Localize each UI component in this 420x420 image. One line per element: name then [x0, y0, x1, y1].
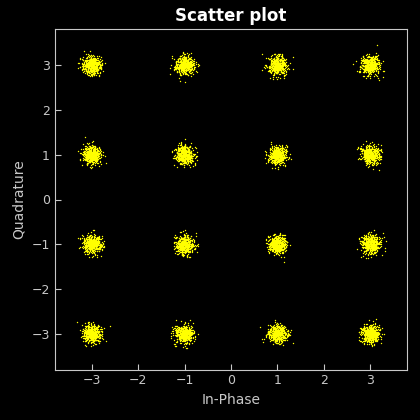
Channel 1	[89, 331, 94, 336]
Channel 1	[282, 162, 287, 167]
Channel 1	[186, 237, 191, 242]
Y-axis label: Quadrature: Quadrature	[12, 160, 26, 239]
Channel 1	[365, 331, 370, 336]
Channel 1	[281, 236, 286, 241]
X-axis label: In-Phase: In-Phase	[202, 393, 260, 407]
Line: Channel 1: Channel 1	[75, 44, 388, 349]
Channel 1	[375, 43, 380, 48]
Channel 1	[92, 327, 97, 332]
Title: Scatter plot: Scatter plot	[175, 7, 287, 25]
Channel 1	[184, 346, 189, 351]
Channel 1	[276, 53, 281, 58]
Channel 1	[367, 60, 372, 65]
